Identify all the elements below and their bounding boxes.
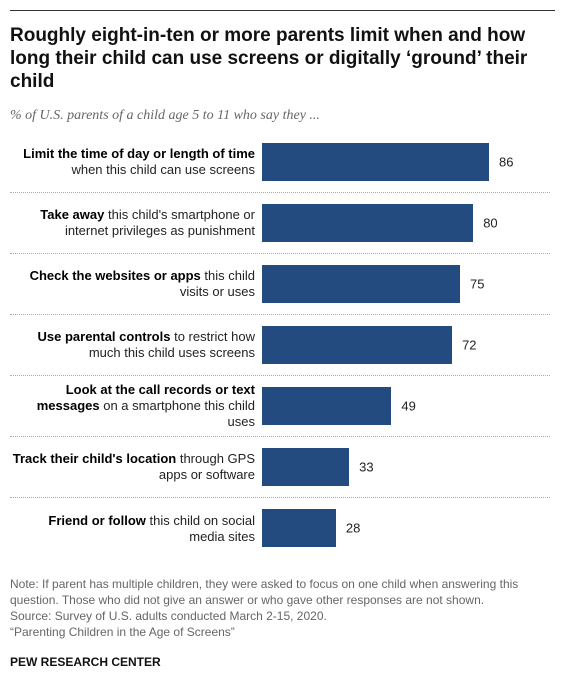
notes: Note: If parent has multiple children, t…: [10, 576, 550, 640]
bar: [262, 326, 453, 364]
bar-row: Use parental controls to restrict how mu…: [10, 315, 550, 376]
category-label: Use parental controls to restrict how mu…: [10, 329, 255, 361]
category-text: this child's smartphone or internet priv…: [64, 207, 255, 238]
category-text: this child on social media sites: [149, 512, 256, 544]
category-label: Limit the time of day or length of time …: [10, 146, 255, 178]
category-bold: Use parental controls: [37, 329, 171, 344]
category-text: this child visits or uses: [179, 268, 255, 299]
bar-row: Limit the time of day or length of time …: [10, 132, 550, 193]
top-rule: [10, 10, 555, 11]
category-bold: Track their child's location: [12, 451, 177, 466]
bar-row: Take away this child's smartphone or int…: [10, 193, 550, 254]
value-label: 28: [345, 520, 361, 536]
category-bold: Take away: [40, 207, 105, 222]
note-line: Note: If parent has multiple children, t…: [10, 577, 519, 607]
value-label: 72: [462, 337, 477, 353]
category-bold: Limit the time of day or length of time: [23, 146, 255, 161]
value-label: 49: [401, 398, 416, 414]
value-label: 86: [499, 154, 514, 170]
bar-row: Track their child's location through GPS…: [10, 437, 550, 498]
note-line: “Parenting Children in the Age of Screen…: [10, 625, 235, 639]
category-bold: Look at the call records or text message…: [36, 382, 255, 413]
value-label: 80: [483, 215, 498, 231]
category-bold: Check the websites or apps: [29, 268, 201, 283]
value-label: 75: [470, 276, 485, 292]
category-label: Track their child's location through GPS…: [10, 451, 255, 483]
bar: [262, 143, 490, 181]
category-bold: Friend or follow: [48, 512, 146, 528]
bar: [262, 448, 350, 486]
bar-row: Friend or follow this child on social me…: [10, 498, 550, 559]
chart-subtitle: % of U.S. parents of a child age 5 to 11…: [10, 108, 320, 123]
category-label: Take away this child's smartphone or int…: [10, 207, 255, 239]
bar-row: Check the websites or apps this child vi…: [10, 254, 550, 315]
bar-rows: Limit the time of day or length of time …: [0, 132, 570, 559]
source-org: PEW RESEARCH CENTER: [10, 655, 161, 669]
category-label: Friend or follow this child on social me…: [10, 513, 255, 545]
bar-row: Look at the call records or text message…: [10, 376, 550, 437]
category-text: when this child can use screens: [71, 162, 255, 177]
bar: [262, 204, 474, 242]
chart-title: Roughly eight-in-ten or more parents lim…: [10, 25, 528, 92]
category-label: Check the websites or apps this child vi…: [10, 268, 255, 300]
note-line: Source: Survey of U.S. adults conducted …: [10, 609, 327, 623]
bar: [262, 509, 336, 547]
category-text: to restrict how much this child uses scr…: [88, 329, 255, 360]
category-text: on a smartphone this child uses: [103, 398, 255, 429]
bar: [262, 387, 392, 425]
category-text: through GPS apps or software: [158, 451, 255, 482]
value-label: 33: [359, 459, 374, 475]
bar: [262, 265, 460, 303]
category-label: Look at the call records or text message…: [10, 382, 255, 430]
